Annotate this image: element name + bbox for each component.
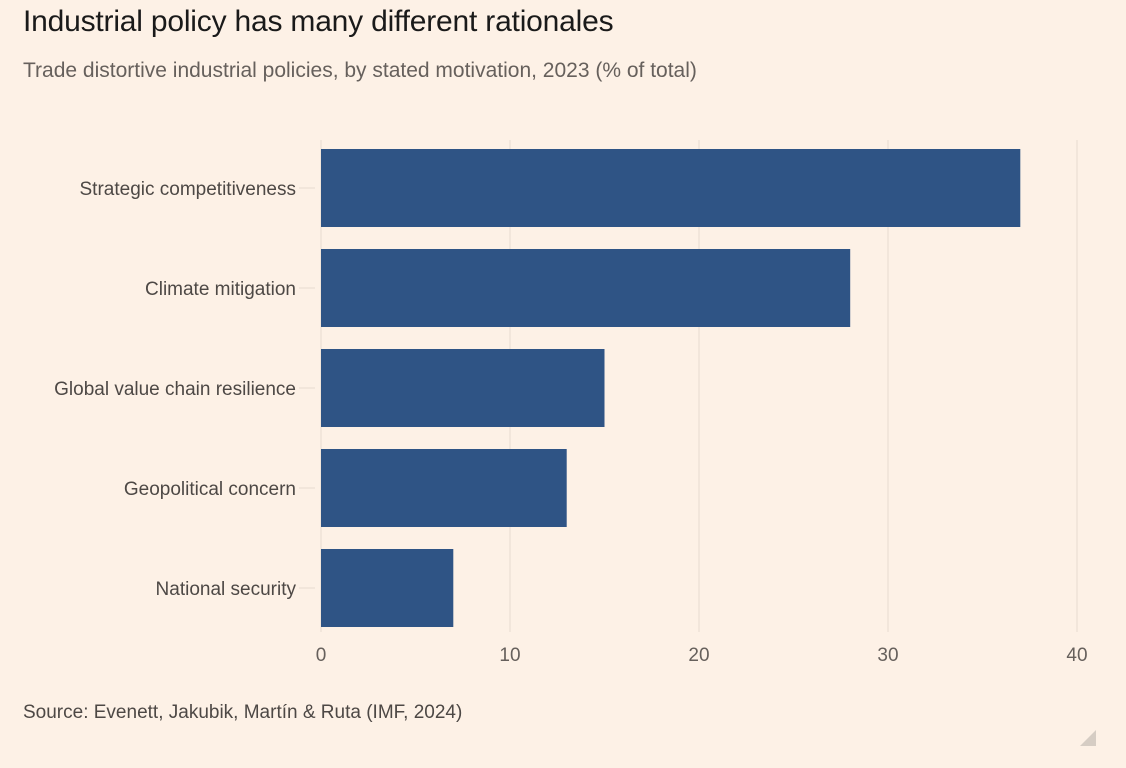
bar	[321, 349, 605, 427]
x-tick-labels: 0 10 20 30 40	[316, 645, 1088, 666]
category-labels: Strategic competitiveness Climate mitigat…	[54, 179, 315, 600]
chart-subtitle: Trade distortive industrial policies, by…	[23, 59, 697, 82]
x-tick-label: 20	[688, 645, 709, 666]
x-tick-label: 0	[316, 645, 327, 666]
bar	[321, 249, 851, 327]
x-tick-label: 40	[1066, 645, 1087, 666]
category-label: Strategic competitiveness	[80, 179, 297, 200]
resize-corner-icon	[1080, 730, 1096, 746]
bars	[321, 149, 1021, 627]
category-label: Global value chain resilience	[54, 379, 296, 400]
source-note: Source: Evenett, Jakubik, Martín & Ruta …	[23, 702, 463, 723]
bar-chart: Strategic competitiveness Climate mitigat…	[54, 140, 1088, 666]
bar	[321, 449, 567, 527]
category-label: National security	[156, 579, 297, 600]
bar	[321, 149, 1021, 227]
category-label: Climate mitigation	[145, 279, 296, 300]
x-tick-label: 10	[499, 645, 520, 666]
category-label: Geopolitical concern	[124, 479, 296, 500]
chart-title: Industrial policy has many different rat…	[23, 5, 614, 38]
x-tick-label: 30	[877, 645, 898, 666]
bar	[321, 549, 454, 627]
